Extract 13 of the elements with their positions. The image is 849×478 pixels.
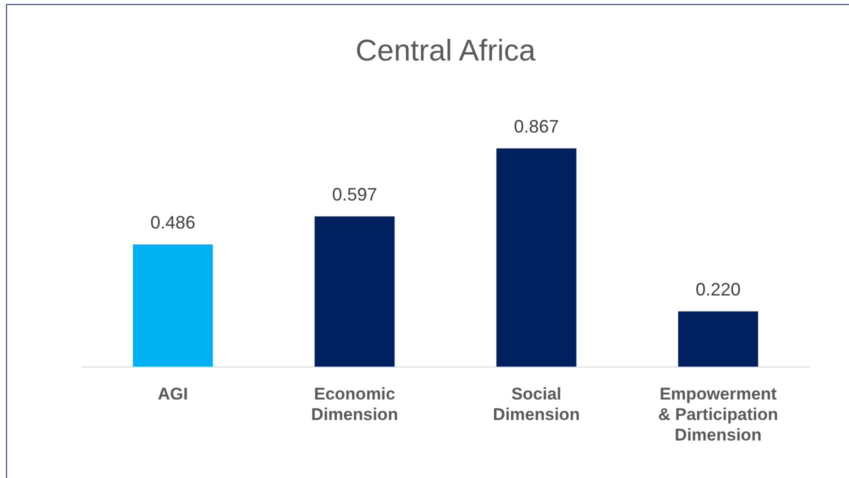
chart-title: Central Africa — [355, 34, 536, 68]
x-tick-label: Social Dimension — [492, 384, 580, 424]
data-label: 0.486 — [150, 212, 196, 232]
data-label: 0.220 — [696, 279, 741, 300]
x-tick-label: Economic Dimension — [311, 384, 398, 424]
bar — [132, 244, 213, 367]
bar — [678, 311, 758, 367]
data-label: 0.867 — [514, 116, 559, 136]
x-tick-label: Empowerment & Participation Dimension — [658, 384, 778, 444]
x-tick-label: AGI — [158, 384, 188, 404]
bar — [496, 148, 576, 367]
bar — [314, 216, 395, 367]
data-label: 0.597 — [332, 184, 378, 204]
